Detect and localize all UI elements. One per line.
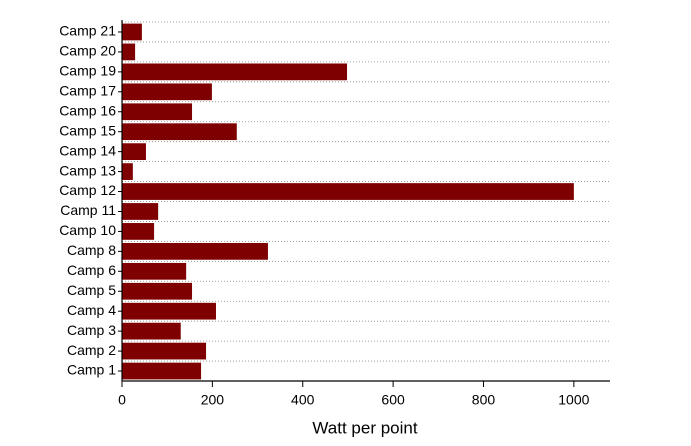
bar: [122, 242, 268, 260]
bar: [122, 83, 212, 101]
bar: [122, 143, 146, 161]
y-tick-label: Camp 13: [59, 162, 116, 178]
x-tick-label: 1000: [558, 392, 589, 408]
x-tick-label: 200: [201, 392, 225, 408]
y-tick-label: Camp 12: [59, 182, 116, 198]
y-tick-label: Camp 11: [60, 202, 116, 218]
bar: [122, 43, 136, 61]
x-tick-label: 400: [291, 392, 315, 408]
y-tick-label: Camp 16: [59, 102, 116, 118]
y-tick-label: Camp 5: [67, 282, 116, 298]
y-tick-label: Camp 17: [59, 83, 116, 99]
y-tick-label: Camp 19: [59, 63, 116, 79]
y-tick-label: Camp 4: [67, 302, 116, 318]
y-tick-label: Camp 1: [67, 362, 116, 378]
bar: [122, 282, 193, 300]
bar: [122, 103, 193, 121]
x-axis-label: Watt per point: [312, 418, 417, 437]
bar: [122, 203, 159, 220]
x-tick-label: 600: [381, 392, 405, 408]
bar: [122, 302, 216, 320]
y-tick-label: Camp 2: [67, 342, 116, 358]
x-tick-label: 800: [472, 392, 496, 408]
bar: [122, 262, 187, 280]
bar: [122, 63, 348, 81]
bar: [122, 322, 181, 340]
bar: [122, 23, 142, 41]
x-tick-label: 0: [118, 392, 126, 408]
bar: [122, 163, 133, 180]
y-tick-label: Camp 3: [67, 322, 116, 338]
bar: [122, 123, 237, 141]
y-tick-label: Camp 10: [59, 222, 116, 238]
bar: [122, 342, 207, 360]
y-tick-label: Camp 20: [59, 43, 116, 59]
y-tick-label: Camp 15: [59, 122, 116, 138]
bar: [122, 183, 574, 200]
y-tick-label: Camp 14: [59, 142, 116, 158]
bar: [122, 223, 155, 240]
y-tick-label: Camp 6: [67, 262, 116, 278]
bar: [122, 362, 202, 380]
y-tick-label: Camp 21: [59, 23, 116, 39]
y-tick-label: Camp 8: [67, 242, 116, 258]
